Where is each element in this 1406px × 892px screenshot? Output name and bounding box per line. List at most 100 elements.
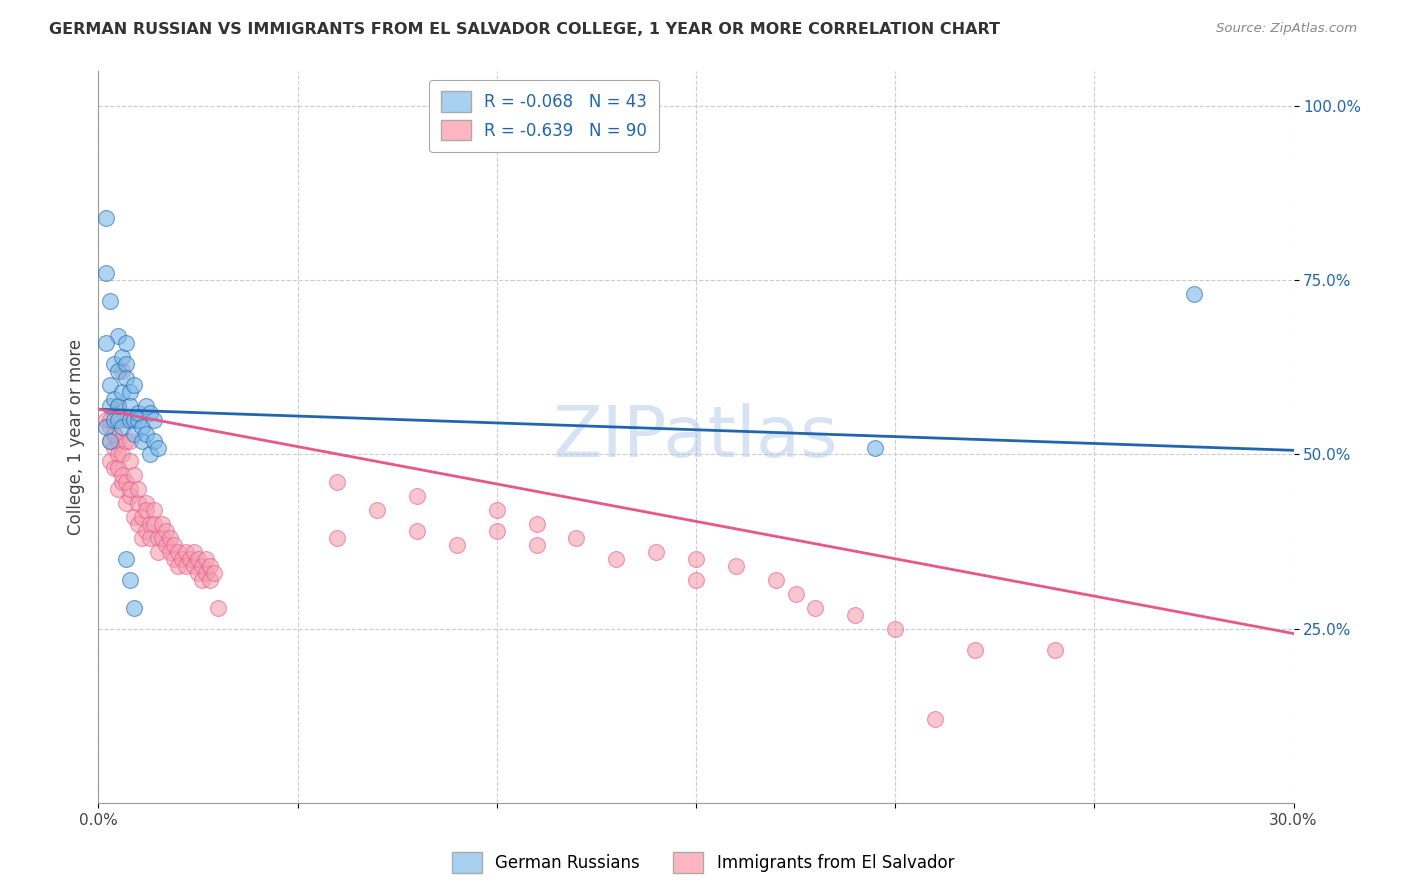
Point (191, 558, 214, 573)
Point (135, 399, 157, 413)
Point (96, 419, 118, 434)
Point (131, 419, 153, 434)
Point (98, 434, 122, 448)
Point (143, 517, 166, 532)
Point (98, 412, 122, 426)
Point (120, 573, 142, 587)
Point (865, 441, 887, 455)
Point (107, 364, 129, 378)
Point (406, 489, 429, 503)
Point (159, 531, 181, 545)
Point (163, 552, 186, 566)
Point (103, 426, 125, 441)
Point (115, 475, 138, 490)
Point (98, 399, 122, 413)
Point (115, 434, 138, 448)
Point (179, 552, 201, 566)
Point (326, 475, 349, 490)
Point (131, 531, 153, 545)
Point (103, 412, 125, 426)
Point (195, 552, 218, 566)
Point (96, 211, 118, 225)
Point (198, 558, 221, 573)
Point (565, 531, 588, 545)
Point (111, 350, 134, 364)
Point (139, 448, 162, 462)
Point (103, 426, 125, 441)
Text: ZIPatlas: ZIPatlas (553, 402, 839, 472)
Point (131, 510, 153, 524)
Point (148, 441, 170, 455)
Point (103, 357, 125, 371)
Point (884, 622, 907, 636)
Point (111, 419, 134, 434)
Point (127, 406, 149, 420)
Point (159, 545, 181, 559)
Point (406, 524, 429, 538)
Point (155, 538, 177, 552)
Point (135, 524, 157, 538)
Point (844, 607, 866, 622)
Legend: R = -0.068   N = 43, R = -0.639   N = 90: R = -0.068 N = 43, R = -0.639 N = 90 (429, 79, 659, 152)
Point (139, 531, 162, 545)
Point (187, 566, 209, 580)
Point (98, 454, 122, 468)
Point (143, 503, 166, 517)
Point (111, 448, 134, 462)
Point (172, 552, 194, 566)
Point (115, 412, 138, 426)
Point (115, 357, 138, 371)
Point (526, 538, 548, 552)
Point (150, 517, 173, 532)
Point (198, 573, 221, 587)
Point (143, 434, 166, 448)
Point (107, 434, 129, 448)
Point (96, 266, 118, 280)
Point (124, 426, 146, 441)
Point (366, 503, 388, 517)
Point (103, 392, 125, 406)
Point (150, 531, 173, 545)
Point (96, 336, 118, 351)
Point (446, 538, 468, 552)
Point (107, 461, 129, 475)
Point (120, 483, 142, 497)
Point (191, 573, 214, 587)
Point (115, 371, 138, 385)
Point (167, 545, 190, 559)
Point (131, 434, 153, 448)
Point (183, 558, 205, 573)
Point (135, 496, 157, 510)
Point (124, 377, 146, 392)
Point (120, 384, 142, 399)
Point (103, 461, 125, 475)
Point (120, 434, 142, 448)
Point (187, 552, 209, 566)
Point (120, 489, 142, 503)
Point (143, 412, 166, 426)
Legend: German Russians, Immigrants from El Salvador: German Russians, Immigrants from El Salv… (446, 846, 960, 880)
Point (111, 475, 134, 490)
Point (148, 531, 170, 545)
Point (96, 412, 118, 426)
Text: GERMAN RUSSIAN VS IMMIGRANTS FROM EL SALVADOR COLLEGE, 1 YEAR OR MORE CORRELATIO: GERMAN RUSSIAN VS IMMIGRANTS FROM EL SAL… (49, 22, 1000, 37)
Point (111, 364, 134, 378)
Point (785, 587, 807, 601)
Point (124, 412, 146, 426)
Point (804, 600, 827, 615)
Point (139, 517, 162, 532)
Point (127, 483, 149, 497)
Point (526, 517, 548, 532)
Point (120, 412, 142, 426)
Point (107, 412, 129, 426)
Point (924, 712, 946, 726)
Point (127, 412, 149, 426)
Point (135, 426, 157, 441)
Point (98, 434, 122, 448)
Point (120, 454, 142, 468)
Point (183, 545, 205, 559)
Point (685, 552, 707, 566)
Point (111, 468, 134, 483)
Point (167, 558, 190, 573)
Point (124, 468, 146, 483)
